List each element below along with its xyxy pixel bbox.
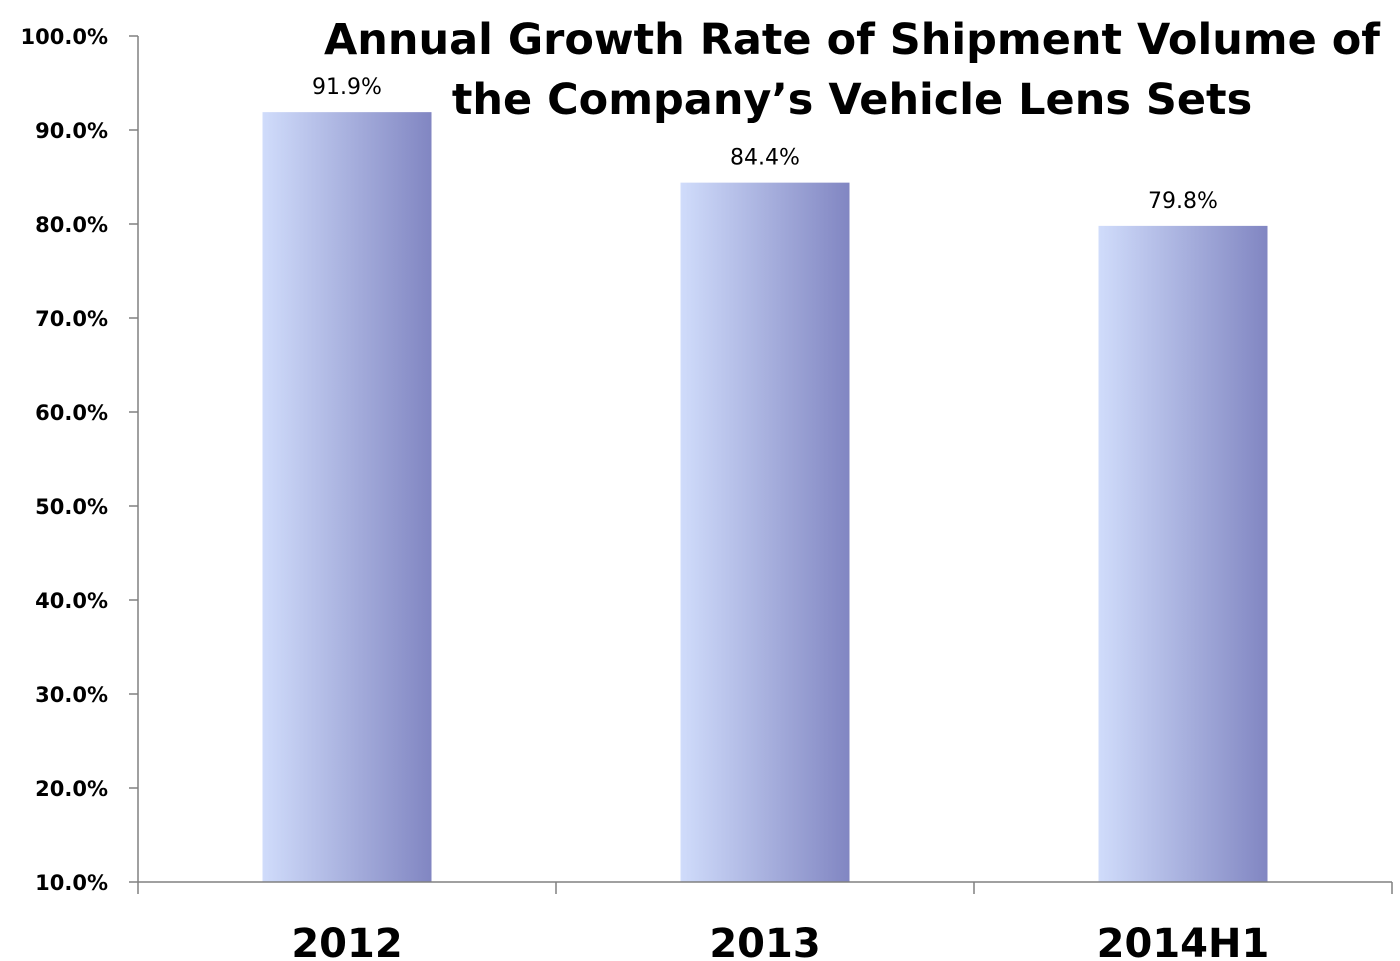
y-tick-label: 40.0% [35, 589, 108, 613]
data-label-2014H1: 79.8% [1148, 189, 1218, 214]
chart-title-line-1: Annual Growth Rate of Shipment Volume of [324, 15, 1381, 65]
x-tick-label: 2012 [291, 921, 402, 961]
y-tick-label: 50.0% [35, 495, 108, 519]
y-tick-label: 100.0% [21, 25, 108, 49]
y-axis: 10.0% 20.0% 30.0% 40.0% 50.0% 60.0% 70.0% 80.0%… [21, 25, 138, 895]
y-tick-label: 10.0% [35, 871, 108, 895]
y-tick-label: 90.0% [35, 119, 108, 143]
x-axis: 2012 2013 2014H1 [138, 882, 1392, 961]
y-tick-label: 60.0% [35, 401, 108, 425]
bar-2014H1 [1099, 226, 1268, 882]
x-tick-label: 2013 [709, 921, 820, 961]
bar-2012 [263, 112, 432, 882]
y-tick-label: 80.0% [35, 213, 108, 237]
bar-2013 [681, 183, 850, 882]
y-tick-label: 70.0% [35, 307, 108, 331]
data-label-2013: 84.4% [730, 146, 800, 171]
data-label-2012: 91.9% [312, 75, 382, 100]
y-tick-label: 20.0% [35, 777, 108, 801]
chart-title-line-2: the Company’s Vehicle Lens Sets [452, 75, 1252, 125]
y-tick-label: 30.0% [35, 683, 108, 707]
x-tick-label: 2014H1 [1097, 921, 1270, 961]
bars-group [263, 112, 1268, 882]
